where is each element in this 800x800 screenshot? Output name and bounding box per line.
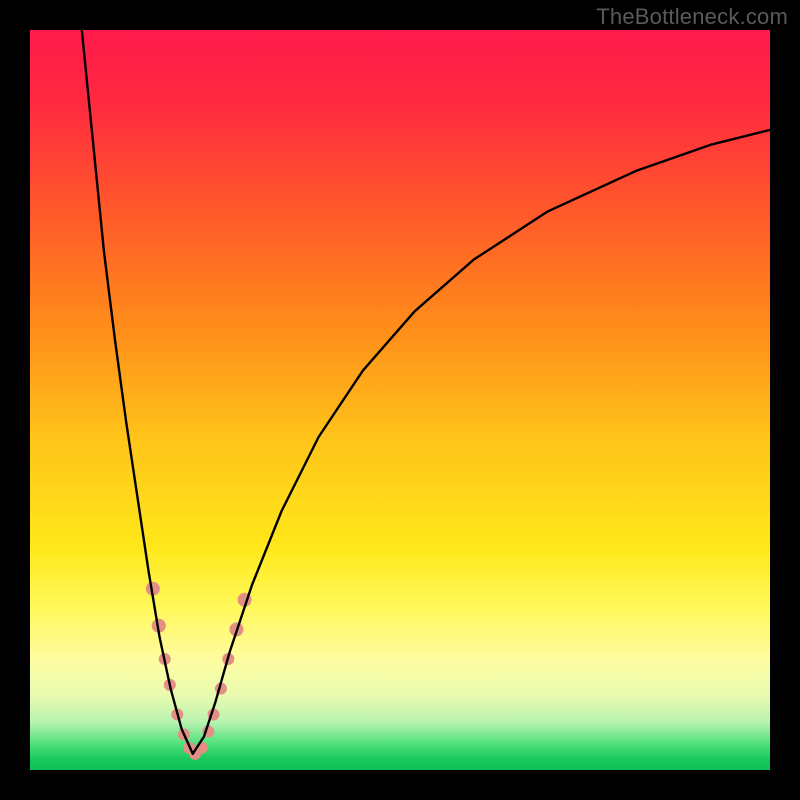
gradient-background <box>30 30 770 770</box>
chart-frame: TheBottleneck.com <box>0 0 800 800</box>
watermark-text: TheBottleneck.com <box>596 4 788 30</box>
plot-svg <box>30 30 770 770</box>
plot-area <box>30 30 770 770</box>
